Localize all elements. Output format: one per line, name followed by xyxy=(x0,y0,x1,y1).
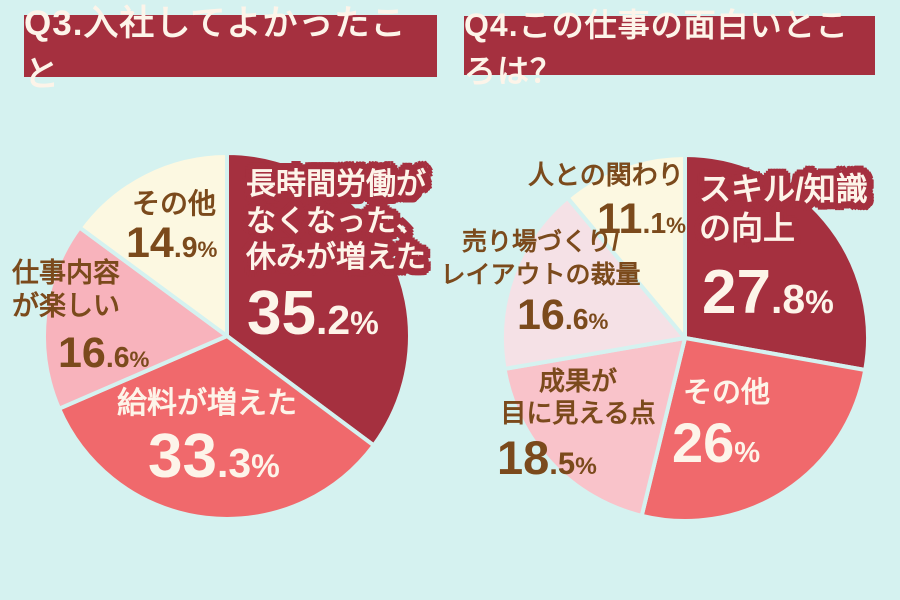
q4-slice-value-other: 26% xyxy=(672,411,761,474)
pie-slice-0 xyxy=(683,153,871,372)
q3-pie-chart xyxy=(42,151,412,521)
q4-pie-chart xyxy=(499,153,871,523)
q4-slice-value-people: 11.1% xyxy=(597,195,687,243)
q4-slice-value-layout-discretion: 16.6% xyxy=(517,291,609,339)
q3-slice-label-other: その他 xyxy=(132,188,217,219)
q4-slice-label-skills: スキル/知識 の向上 xyxy=(699,171,868,247)
pie-slice-0 xyxy=(225,151,412,448)
pie-slice-1 xyxy=(57,334,376,521)
q3-slice-value-long-hours: 35.2% xyxy=(247,279,379,348)
q4-slice-label-other: その他 xyxy=(683,377,771,409)
pie-slice-4 xyxy=(565,153,687,340)
pie-slice-3 xyxy=(499,195,687,371)
q3-slice-label-fun-work: 仕事内容 が楽しい xyxy=(12,258,120,321)
q3-slice-label-long-hours: 長時間労働が なくなった、 休みが増えた xyxy=(246,168,426,275)
q4-slice-value-skills: 27.8% xyxy=(702,258,834,327)
q4-slice-label-visible-results: 成果が 目に見える点 xyxy=(500,366,656,428)
pie-slice-2 xyxy=(502,336,687,518)
pie-slice-3 xyxy=(77,151,229,338)
q3-slice-value-fun-work: 16.6% xyxy=(58,329,150,377)
q3-slice-value-other: 14.9% xyxy=(126,219,218,267)
q3-slice-label-salary: 給料が増えた xyxy=(117,387,297,420)
q4-slice-label-people: 人との関わり xyxy=(528,160,684,190)
pie-slice-2 xyxy=(42,225,229,411)
q4-slice-value-visible-results: 18.5% xyxy=(497,431,597,484)
q3-slice-value-salary: 33.3% xyxy=(148,422,280,491)
q4-slice-label-layout-discretion: 売り場づくり/ レイアウトの裁量 xyxy=(440,228,641,289)
q3-title-banner: Q3.入社してよかったこと xyxy=(24,4,437,94)
pie-slice-1 xyxy=(639,336,868,523)
q4-title-banner: Q4.この仕事の面白いところは？ xyxy=(464,7,875,89)
q3-title-text: Q3.入社してよかったこと xyxy=(24,4,407,94)
q4-title-text: Q4.この仕事の面白いところは？ xyxy=(464,6,849,89)
